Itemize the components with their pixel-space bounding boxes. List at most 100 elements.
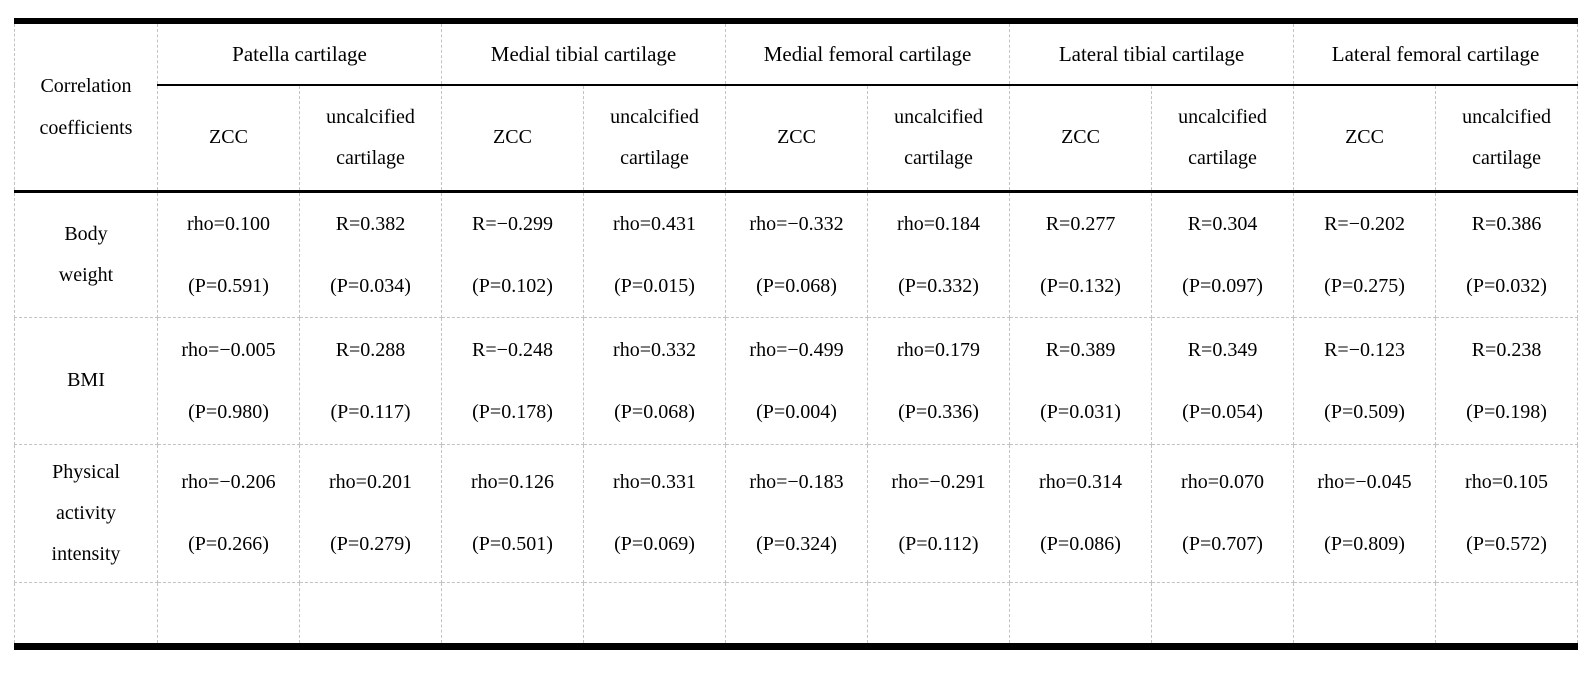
p-value: (P=0.591) [188, 274, 269, 297]
p-value: (P=0.332) [898, 274, 979, 297]
cell-coefficient: rho=0.314 (P=0.086) [1009, 443, 1153, 583]
cell-coefficient: R=0.238 (P=0.198) [1435, 316, 1579, 445]
group-header-medial-tibial-cartilage: Medial tibial cartilage [440, 20, 727, 86]
cell-coefficient: R=−0.202 (P=0.275) [1293, 190, 1437, 318]
empty-cell [14, 581, 158, 647]
coefficient-value: rho=−0.005 [181, 338, 276, 361]
cell-coefficient: rho=0.070 (P=0.707) [1151, 443, 1295, 583]
group-header-lateral-femoral-cartilage: Lateral femoral cartilage [1293, 20, 1579, 86]
p-value: (P=0.509) [1324, 400, 1405, 423]
p-value: (P=0.015) [614, 274, 695, 297]
cell-coefficient: R=−0.299 (P=0.102) [441, 190, 584, 318]
cell-coefficient: rho=−0.045 (P=0.809) [1293, 443, 1437, 583]
empty-cell [725, 581, 869, 647]
p-value: (P=0.980) [188, 400, 269, 423]
subheader-zcc: ZCC [157, 84, 300, 193]
group-header-medial-femoral-cartilage: Medial femoral cartilage [725, 20, 1011, 86]
group-header-lateral-tibial-cartilage: Lateral tibial cartilage [1009, 20, 1295, 86]
coefficient-value: R=0.386 [1471, 212, 1542, 235]
cell-coefficient: rho=−0.005 (P=0.980) [157, 316, 300, 445]
group-header-patella-cartilage: Patella cartilage [157, 20, 442, 86]
coefficient-value: R=0.288 [335, 338, 406, 361]
p-value: (P=0.004) [756, 400, 837, 423]
cell-coefficient: R=0.288 (P=0.117) [299, 316, 442, 445]
subheader-uncalcified-cartilage: uncalcified cartilage [867, 84, 1011, 193]
coefficient-value: rho=0.126 [471, 471, 554, 493]
coefficient-value: rho=−0.045 [1317, 471, 1412, 493]
cell-coefficient: rho=0.201 (P=0.279) [299, 443, 442, 583]
p-value: (P=0.097) [1182, 274, 1263, 297]
coefficient-value: R=0.238 [1471, 338, 1542, 361]
cell-coefficient: rho=−0.206 (P=0.266) [157, 443, 300, 583]
coefficient-value: R=0.304 [1187, 212, 1258, 235]
cell-coefficient: rho=0.332 (P=0.068) [582, 316, 727, 445]
cell-coefficient: R=−0.123 (P=0.509) [1293, 316, 1437, 445]
coefficient-value: rho=0.070 [1181, 471, 1264, 493]
coefficient-value: rho=0.201 [329, 471, 412, 493]
subheader-uncalcified-cartilage: uncalcified cartilage [1435, 84, 1579, 193]
cell-coefficient: R=0.304 (P=0.097) [1151, 190, 1295, 318]
row-label-body-weight: Body weight [14, 190, 158, 318]
coefficient-value: rho=−0.291 [891, 471, 986, 493]
coefficient-value: R=0.382 [335, 212, 406, 235]
group-header-row: Correlation coefficients Patella cartila… [14, 20, 1579, 193]
p-value: (P=0.069) [614, 533, 695, 555]
coefficient-value: R=−0.202 [1324, 212, 1405, 235]
coefficient-value: rho=0.314 [1039, 471, 1122, 493]
p-value: (P=0.279) [330, 533, 411, 555]
p-value: (P=0.068) [756, 274, 837, 297]
p-value: (P=0.198) [1466, 400, 1547, 423]
empty-cell [441, 581, 584, 647]
table-row-physical-activity-intensity: Physical activity intensity rho=−0.206 (P… [14, 443, 1579, 583]
coefficient-value: rho=0.179 [897, 338, 980, 361]
coefficient-value: rho=−0.332 [749, 212, 844, 235]
p-value: (P=0.032) [1466, 274, 1547, 297]
cell-coefficient: R=0.389 (P=0.031) [1009, 316, 1153, 445]
p-value: (P=0.501) [472, 533, 553, 555]
empty-cell [582, 581, 727, 647]
subheader-zcc: ZCC [1293, 84, 1437, 193]
p-value: (P=0.068) [614, 400, 695, 423]
p-value: (P=0.132) [1040, 274, 1121, 297]
coefficient-value: R=−0.248 [472, 338, 553, 361]
p-value: (P=0.324) [756, 533, 837, 555]
p-value: (P=0.266) [188, 533, 269, 555]
cell-coefficient: R=0.277 (P=0.132) [1009, 190, 1153, 318]
coefficient-value: R=0.389 [1045, 338, 1116, 361]
coefficient-value: rho=0.431 [613, 212, 696, 235]
empty-row [14, 581, 1579, 647]
cell-coefficient: rho=0.431 (P=0.015) [582, 190, 727, 318]
row-label-physical-activity-intensity: Physical activity intensity [14, 443, 158, 583]
cell-coefficient: R=0.386 (P=0.032) [1435, 190, 1579, 318]
subheader-uncalcified-cartilage: uncalcified cartilage [299, 84, 442, 193]
subheader-uncalcified-cartilage: uncalcified cartilage [582, 84, 727, 193]
empty-cell [299, 581, 442, 647]
cell-coefficient: rho=−0.291 (P=0.112) [867, 443, 1011, 583]
corner-header-correlation-coefficients: Correlation coefficients [14, 20, 158, 193]
page: Correlation coefficients Patella cartila… [0, 18, 1588, 698]
subheader-zcc: ZCC [1009, 84, 1153, 193]
cell-coefficient: R=0.382 (P=0.034) [299, 190, 442, 318]
subheader-zcc: ZCC [725, 84, 869, 193]
empty-cell [1009, 581, 1153, 647]
cell-coefficient: rho=0.126 (P=0.501) [441, 443, 584, 583]
cell-coefficient: R=0.349 (P=0.054) [1151, 316, 1295, 445]
cell-coefficient: rho=0.184 (P=0.332) [867, 190, 1011, 318]
p-value: (P=0.034) [330, 274, 411, 297]
p-value: (P=0.178) [472, 400, 553, 423]
coefficient-value: R=0.349 [1187, 338, 1258, 361]
table-row-body-weight: Body weight rho=0.100 (P=0.591) R=0.382 (P… [14, 190, 1579, 318]
cell-coefficient: rho=0.105 (P=0.572) [1435, 443, 1579, 583]
empty-cell [1435, 581, 1579, 647]
sub-header-row: ZCC uncalcified cartilage ZCC uncalcifie… [15, 84, 1579, 193]
coefficient-value: rho=−0.183 [749, 471, 844, 493]
correlation-table: Correlation coefficients Patella cartila… [14, 18, 1579, 650]
subheader-zcc: ZCC [441, 84, 584, 193]
empty-cell [867, 581, 1011, 647]
coefficient-value: rho=−0.206 [181, 471, 276, 493]
subheader-uncalcified-cartilage: uncalcified cartilage [1151, 84, 1295, 193]
coefficient-value: rho=0.100 [187, 212, 270, 235]
empty-cell [1293, 581, 1437, 647]
table-row-bmi: BMI rho=−0.005 (P=0.980) R=0.288 (P=0.117)… [14, 316, 1579, 445]
cell-coefficient: rho=−0.332 (P=0.068) [725, 190, 869, 318]
